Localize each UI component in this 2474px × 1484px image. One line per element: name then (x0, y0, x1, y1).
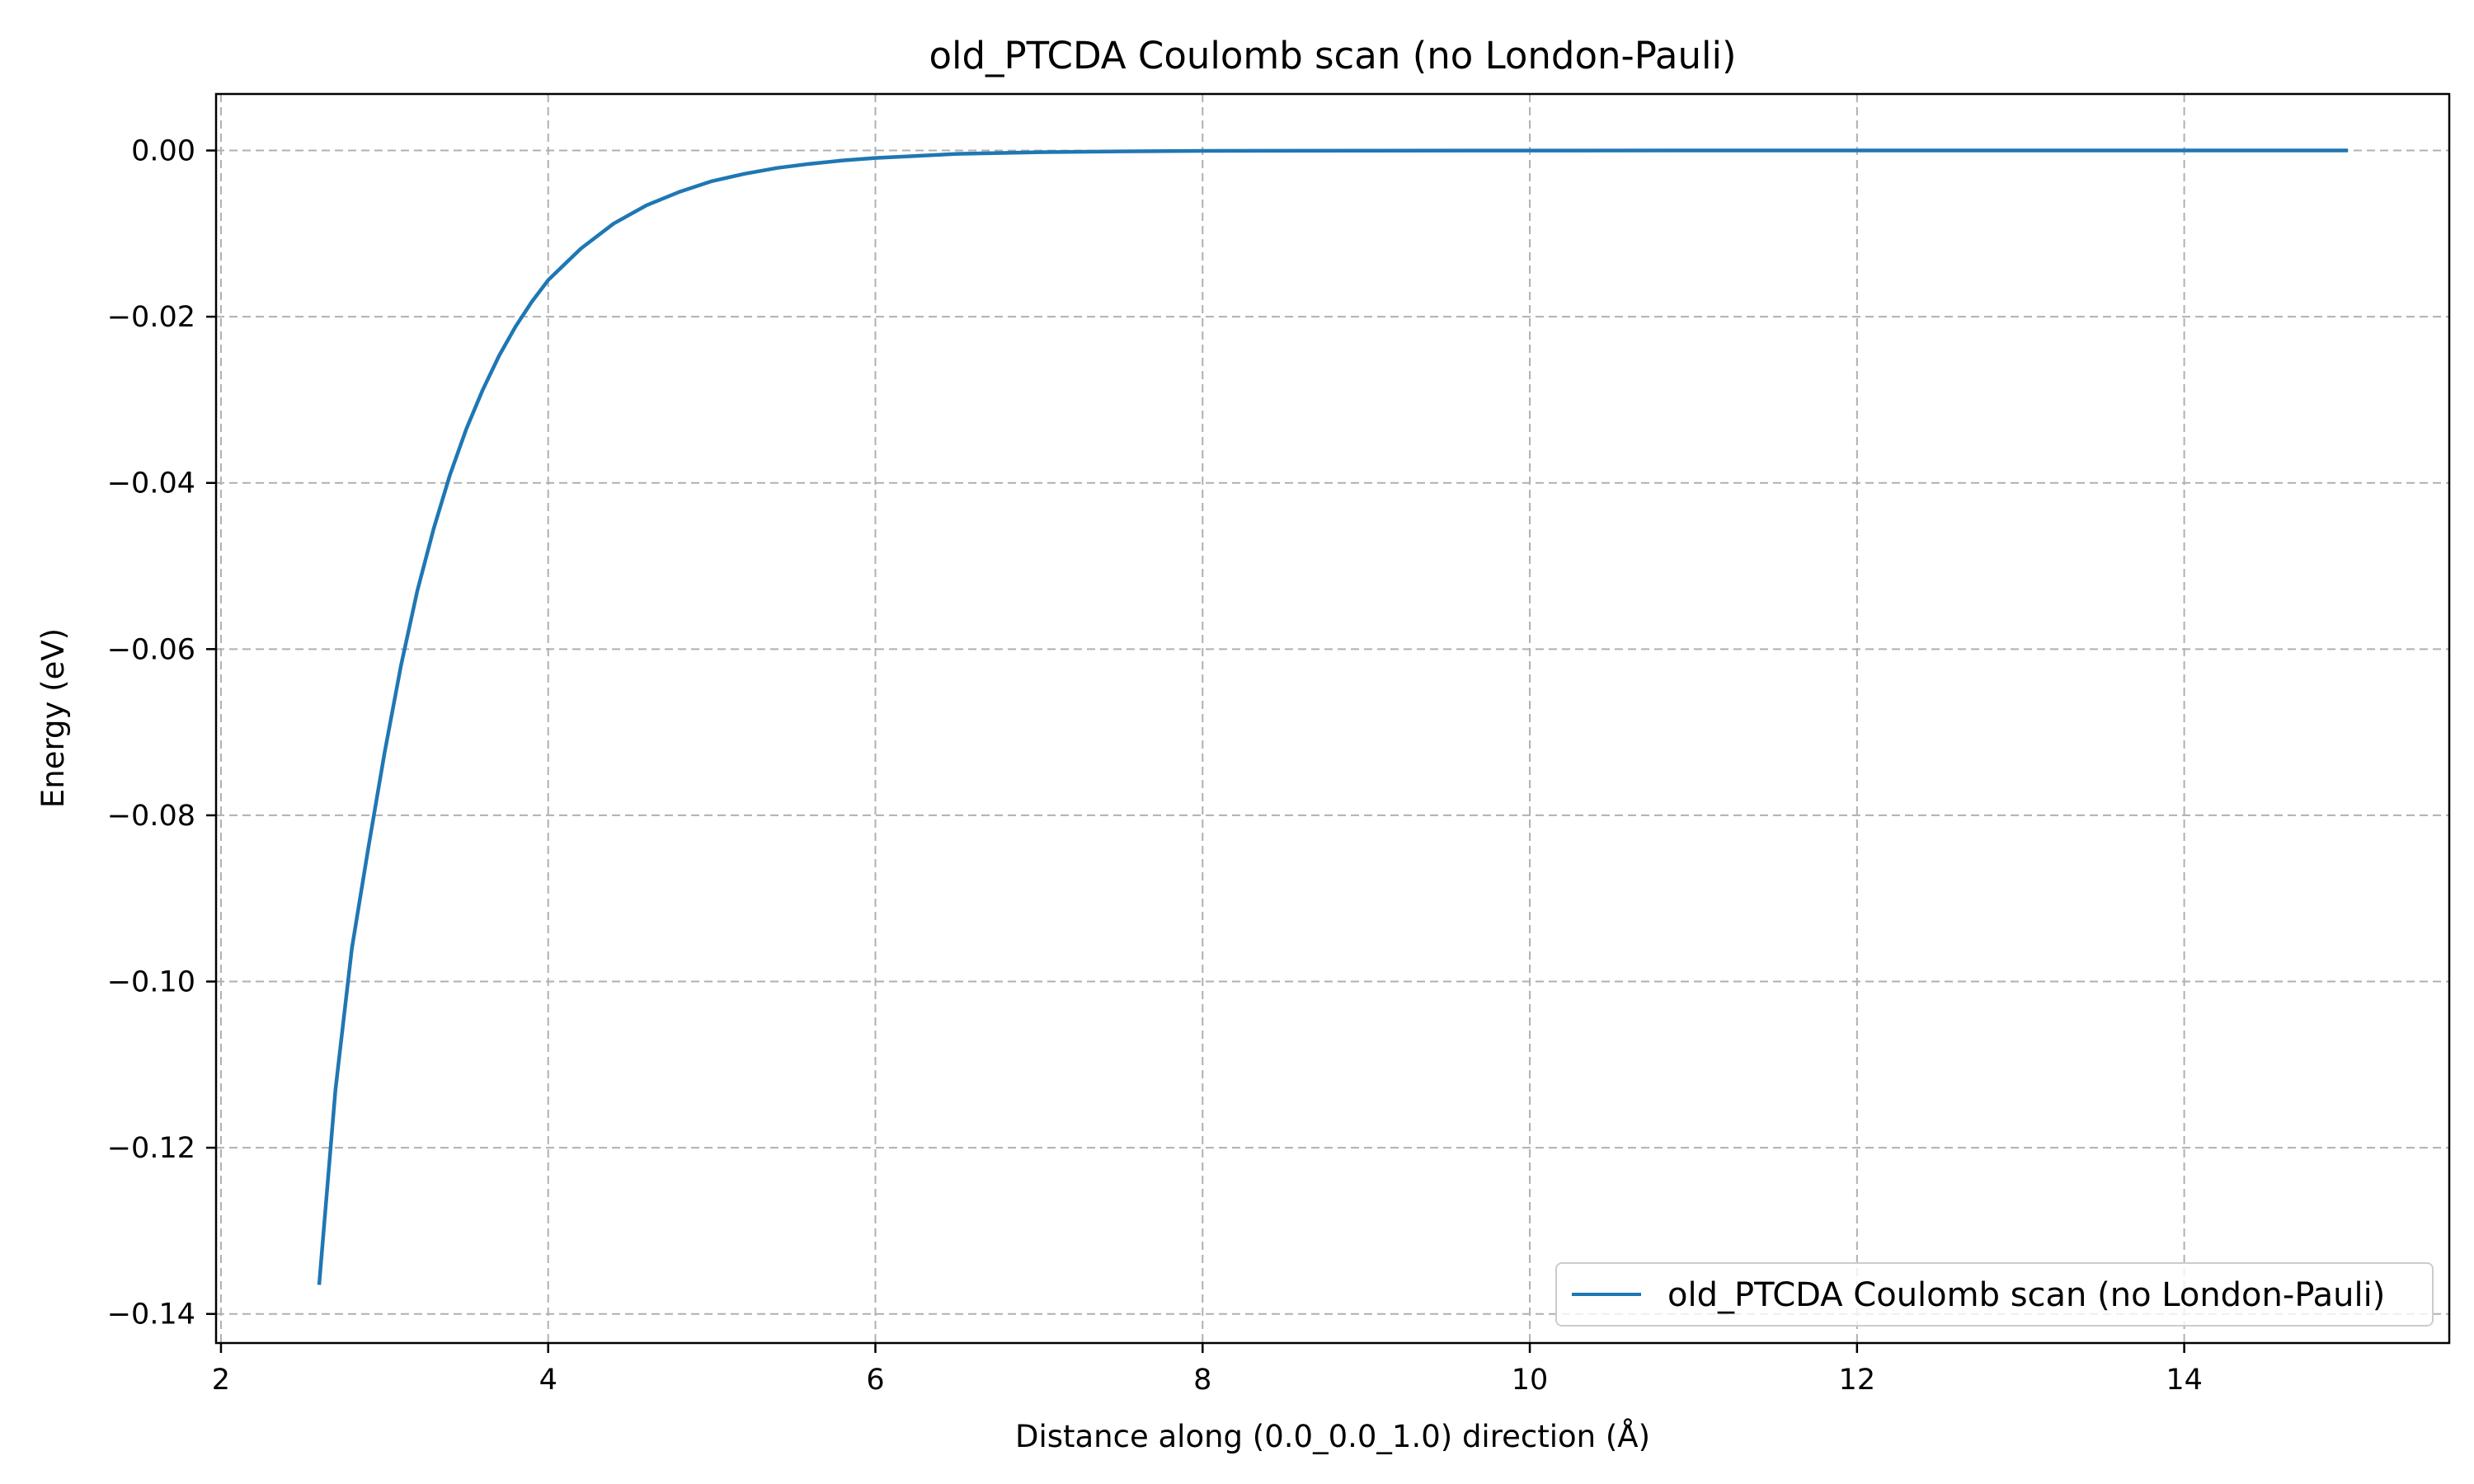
y-tick-label: −0.04 (107, 467, 195, 500)
x-tick-label: 4 (539, 1364, 557, 1397)
y-tick-label: −0.14 (107, 1298, 195, 1331)
x-axis-ticks: 2 4 6 8 10 12 14 (212, 1343, 2203, 1397)
y-tick-label: −0.08 (107, 800, 195, 833)
legend-box (1555, 1262, 2434, 1327)
plot-area-frame (214, 92, 2451, 1345)
y-tick-label: −0.06 (107, 633, 195, 666)
y-axis-label: Energy (eV) (35, 628, 71, 808)
x-tick-label: 12 (1839, 1364, 1876, 1397)
x-tick-label: 10 (1512, 1364, 1549, 1397)
x-tick-label: 6 (866, 1364, 884, 1397)
series-line (317, 148, 2348, 1285)
x-tick-label: 2 (212, 1364, 230, 1397)
legend-label: old_PTCDA Coulomb scan (no London-Pauli) (1667, 1276, 2385, 1314)
x-tick-label: 14 (2166, 1364, 2203, 1397)
y-axis-ticks: 0.00 −0.02 −0.04 −0.06 −0.08 −0.10 −0.12 −0.14 (107, 135, 216, 1331)
y-tick-label: −0.10 (107, 966, 195, 999)
y-tick-label: −0.02 (107, 301, 195, 334)
x-axis-label: Distance along (0.0_0.0_1.0) direction (… (1015, 1418, 1650, 1454)
x-tick-label: 8 (1193, 1364, 1211, 1397)
legend: old_PTCDA Coulomb scan (no London-Pauli) (1555, 1262, 2434, 1327)
y-tick-label: 0.00 (131, 135, 195, 168)
series-layer (317, 148, 2348, 1285)
chart-title: old_PTCDA Coulomb scan (no London-Pauli) (929, 34, 1736, 77)
y-tick-label: −0.12 (107, 1132, 195, 1165)
